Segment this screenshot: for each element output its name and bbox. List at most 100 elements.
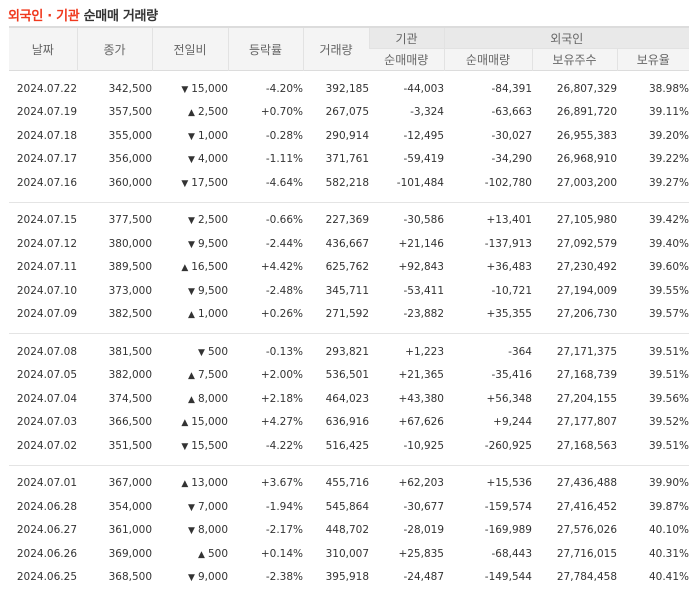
col-group-institution: 기관 [368, 27, 444, 49]
rate-cell: -4.20% [265, 82, 303, 95]
group-divider [9, 194, 690, 203]
rate-cell: +4.42% [260, 261, 303, 274]
rate-cell: +0.14% [260, 547, 303, 560]
foreign-holding-cell: 27,576,026 [556, 524, 617, 537]
date-cell: 2024.06.25 [16, 571, 77, 584]
table-row: 2024.07.03 366,500 ▲ 15,000 +4.27% 636,916 +67… [9, 411, 689, 435]
change-value: 15,000 [191, 416, 228, 429]
foreign-holding-cell: 27,230,492 [556, 261, 617, 274]
institution-net-cell: -10,925 [403, 439, 444, 452]
change-cell: ▼ 9,000 [152, 566, 228, 590]
close-price-cell: 389,500 [108, 261, 152, 274]
foreign-ratio-cell: 40.10% [648, 524, 690, 537]
volume-cell: 227,369 [325, 214, 369, 227]
institution-net-cell: -3,324 [410, 106, 444, 119]
date-cell: 2024.07.03 [16, 416, 77, 429]
triangle-down-icon: ▼ [198, 347, 205, 358]
foreign-holding-cell: 26,807,329 [556, 82, 617, 95]
col-header-foreign-net: 순매매량 [443, 48, 532, 71]
change-value: 1,000 [197, 129, 228, 142]
date-cell: 2024.07.05 [16, 369, 77, 382]
foreign-net-cell: -84,391 [491, 82, 532, 95]
foreign-ratio-cell: 39.52% [648, 416, 690, 429]
institution-net-cell: -30,677 [403, 500, 444, 513]
table-row: 2024.07.09 382,500 ▲ 1,000 +0.26% 271,592 -23,… [9, 303, 689, 327]
foreign-holding-cell: 27,092,579 [556, 237, 617, 250]
rate-cell: -1.11% [265, 153, 303, 166]
group-divider [9, 457, 690, 466]
triangle-up-icon: ▲ [198, 549, 205, 560]
triangle-down-icon: ▼ [188, 526, 195, 537]
close-price-cell: 355,000 [108, 129, 152, 142]
triangle-up-icon: ▲ [188, 394, 195, 405]
date-cell: 2024.07.04 [16, 392, 77, 405]
triangle-up-icon: ▲ [188, 371, 195, 382]
close-price-cell: 377,500 [108, 214, 152, 227]
date-cell: 2024.07.02 [16, 439, 77, 452]
table-row: 2024.07.19 357,500 ▲ 2,500 +0.70% 267,075 -3,3… [9, 101, 689, 125]
table-row: 2024.06.25 368,500 ▼ 9,000 -2.38% 395,918 -24,… [9, 566, 689, 590]
col-header-rate: 등락률 [227, 27, 303, 71]
foreign-net-cell: -364 [508, 345, 532, 358]
table-body: 2024.07.22 342,500 ▼ 15,000 -4.20% 392,185 -44… [9, 71, 690, 590]
institution-net-cell: -24,487 [403, 571, 444, 584]
triangle-down-icon: ▼ [188, 502, 195, 513]
close-price-cell: 368,500 [108, 571, 152, 584]
institution-net-cell: +21,146 [398, 237, 444, 250]
foreign-net-cell: -102,780 [484, 176, 532, 189]
volume-cell: 625,762 [325, 261, 369, 274]
foreign-net-cell: -30,027 [491, 129, 532, 142]
date-cell: 2024.07.01 [16, 477, 77, 490]
table-row: 2024.07.12 380,000 ▼ 9,500 -2.44% 436,667 +21,… [9, 232, 689, 256]
change-value: 500 [207, 547, 228, 560]
change-value: 9,500 [197, 237, 228, 250]
institution-net-cell: +67,626 [398, 416, 444, 429]
close-price-cell: 373,000 [108, 284, 152, 297]
group-divider [9, 326, 690, 334]
change-cell: ▼ 500 [152, 340, 228, 364]
institution-net-cell: +92,843 [398, 261, 444, 274]
institution-net-cell: -30,586 [403, 214, 444, 227]
triangle-down-icon: ▼ [188, 216, 195, 227]
investor-trading-table: 날짜 종가 전일비 등락률 거래량 기관 외국인 순매매량 순매매량 보유주수 … [9, 26, 690, 590]
triangle-down-icon: ▼ [188, 239, 195, 250]
close-price-cell: 351,500 [108, 439, 152, 452]
change-cell: ▼ 15,000 [152, 77, 228, 101]
foreign-net-cell: +36,483 [486, 261, 532, 274]
foreign-net-cell: -35,416 [491, 369, 532, 382]
col-header-volume: 거래량 [302, 27, 369, 71]
date-cell: 2024.07.19 [16, 106, 77, 119]
close-price-cell: 382,000 [108, 369, 152, 382]
foreign-net-cell: +15,536 [486, 477, 532, 490]
volume-cell: 310,007 [325, 547, 369, 560]
change-value: 1,000 [197, 308, 228, 321]
date-cell: 2024.07.12 [16, 237, 77, 250]
rate-cell: -2.17% [265, 524, 303, 537]
close-price-cell: 360,000 [108, 176, 152, 189]
change-cell: ▲ 13,000 [152, 472, 228, 496]
triangle-down-icon: ▼ [188, 573, 195, 584]
institution-net-cell: -23,882 [403, 308, 444, 321]
date-cell: 2024.06.26 [16, 547, 77, 560]
close-price-cell: 380,000 [108, 237, 152, 250]
foreign-ratio-cell: 39.42% [648, 214, 690, 227]
date-cell: 2024.07.08 [16, 345, 77, 358]
volume-cell: 395,918 [325, 571, 369, 584]
table-row: 2024.07.10 373,000 ▼ 9,500 -2.48% 345,711 -53,… [9, 279, 689, 303]
triangle-down-icon: ▼ [188, 131, 195, 142]
change-value: 4,000 [197, 153, 228, 166]
rate-cell: -0.66% [265, 214, 303, 227]
close-price-cell: 381,500 [108, 345, 152, 358]
close-price-cell: 342,500 [108, 82, 152, 95]
foreign-net-cell: +13,401 [486, 214, 532, 227]
volume-cell: 271,592 [325, 308, 369, 321]
title-rest: 순매매 거래량 [83, 9, 158, 24]
triangle-down-icon: ▼ [188, 286, 195, 297]
volume-cell: 455,716 [325, 477, 369, 490]
rate-cell: -0.13% [265, 345, 303, 358]
section-title: 외국인 · 기관 순매매 거래량 [8, 5, 158, 24]
volume-cell: 290,914 [325, 129, 369, 142]
table-row: 2024.07.08 381,500 ▼ 500 -0.13% 293,821 +1,223… [9, 340, 689, 364]
foreign-net-cell: -169,989 [484, 524, 532, 537]
rate-cell: -1.94% [265, 500, 303, 513]
